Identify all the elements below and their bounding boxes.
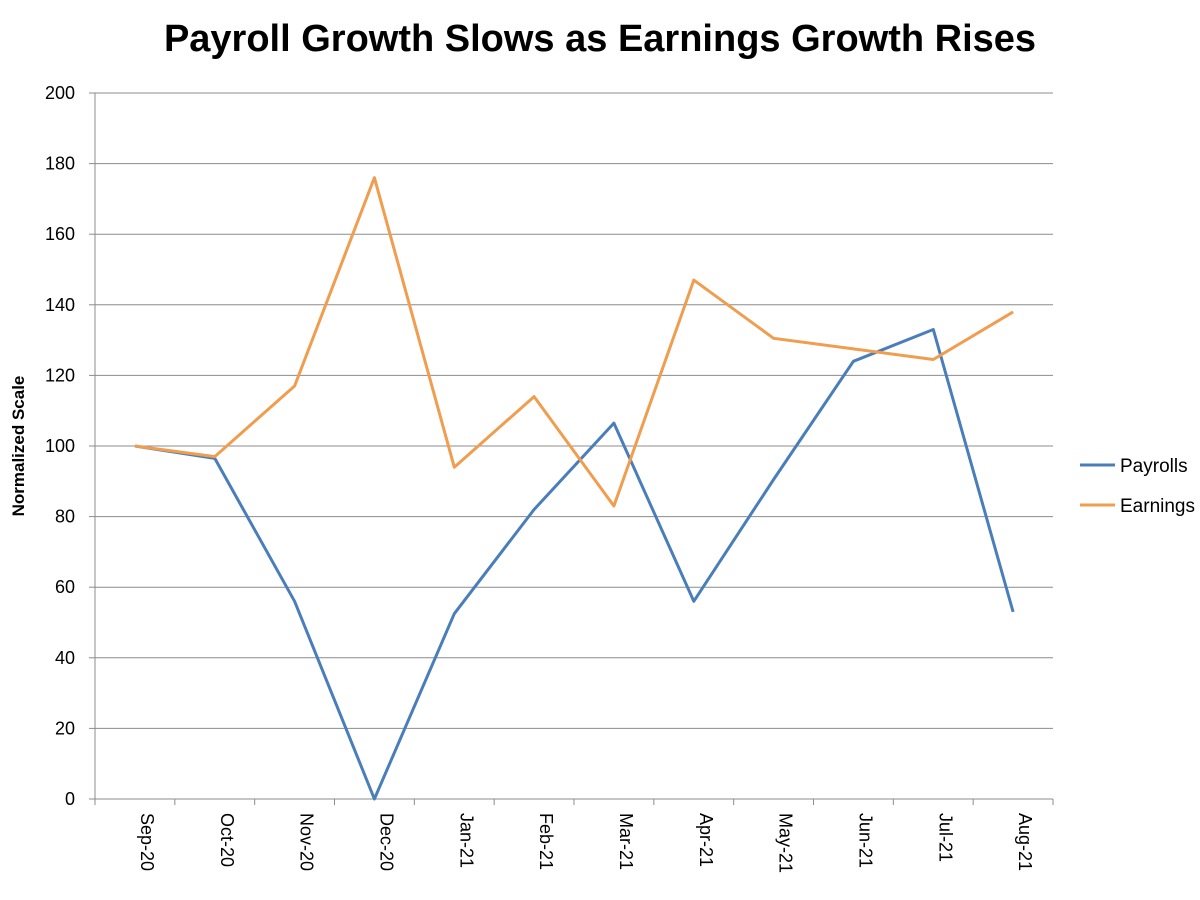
y-tick-label: 140 <box>45 295 75 315</box>
x-tick-label: Sep-20 <box>137 813 157 871</box>
x-tick-label: Apr-21 <box>696 813 716 867</box>
x-tick-label: Jul-21 <box>935 813 955 862</box>
x-tick-label: Oct-20 <box>217 813 237 867</box>
legend-label-earnings: Earnings <box>1120 496 1195 517</box>
x-tick-label: May-21 <box>776 813 796 873</box>
y-tick-label: 160 <box>45 224 75 244</box>
x-tick-label: Aug-21 <box>1015 813 1035 871</box>
y-tick-label: 80 <box>55 507 75 527</box>
y-axis-title: Normalized Scale <box>9 376 28 517</box>
series-line-earnings <box>134 176 1014 508</box>
y-tick-label: 120 <box>45 365 75 385</box>
x-tick-label: Mar-21 <box>616 813 636 870</box>
y-tick-labels: 0 20 40 60 80 100 120 140 160 180 200 <box>45 83 75 809</box>
x-tick-label: Jan-21 <box>456 813 476 868</box>
x-tick-label: Nov-20 <box>297 813 317 871</box>
y-tick-label: 60 <box>55 577 75 597</box>
legend: Payrolls Earnings <box>1080 456 1195 517</box>
y-tick-label: 40 <box>55 648 75 668</box>
x-tick-label: Feb-21 <box>536 813 556 870</box>
y-tick-label: 100 <box>45 436 75 456</box>
x-tick-label: Jun-21 <box>855 813 875 868</box>
y-tick-label: 20 <box>55 718 75 738</box>
x-tick-labels: Sep-20 Oct-20 Nov-20 Dec-20 Jan-21 Feb-21 Mar-… <box>137 813 1035 873</box>
y-tick-label: 180 <box>45 154 75 174</box>
x-tick-label: Dec-20 <box>376 813 396 871</box>
legend-label-payrolls: Payrolls <box>1120 456 1188 477</box>
series-line-payrolls <box>134 328 1015 801</box>
series-lines <box>134 176 1015 801</box>
axes <box>89 92 1054 805</box>
chart-title: Payroll Growth Slows as Earnings Growth … <box>163 18 1037 60</box>
grid-lines <box>95 92 1053 729</box>
y-tick-label: 200 <box>45 83 75 103</box>
y-tick-label: 0 <box>65 789 75 809</box>
